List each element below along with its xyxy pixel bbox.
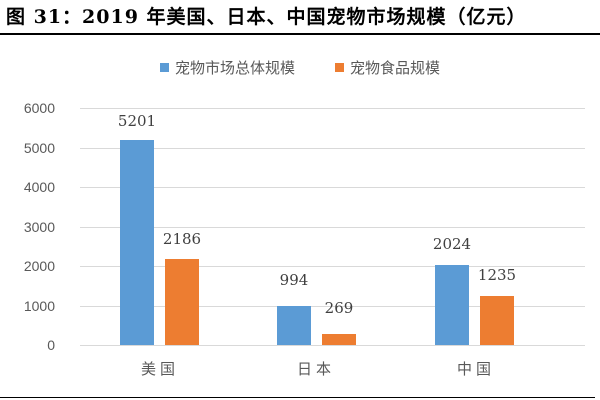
gridline-5000	[80, 147, 585, 149]
gridline-1000	[80, 305, 585, 307]
value-label-cn-food: 1235	[477, 266, 517, 284]
legend-swatch-orange-icon	[335, 63, 344, 72]
legend-label-total: 宠物市场总体规模	[174, 59, 295, 77]
gridline-0	[80, 345, 585, 346]
value-label-us-total: 5201	[117, 112, 157, 130]
value-label-cn-total: 2024	[432, 235, 472, 253]
legend-label-food: 宠物食品规模	[350, 59, 441, 77]
bottom-divider	[0, 397, 595, 398]
value-label-jp-food: 269	[324, 299, 354, 317]
gridline-4000	[80, 187, 585, 188]
bar-jp-total	[277, 306, 311, 345]
bar-us-total	[120, 140, 154, 345]
legend-item-food: 宠物食品规模	[335, 57, 440, 78]
y-tick-1000: 1000	[23, 297, 55, 314]
x-category-jp: 日本	[296, 360, 336, 378]
y-tick-4000: 4000	[23, 179, 55, 195]
y-tick-5000: 5000	[23, 139, 55, 156]
value-label-jp-total: 994	[279, 271, 309, 289]
y-tick-6000: 6000	[23, 100, 55, 116]
chart-legend: 宠物市场总体规模 宠物食品规模	[0, 57, 600, 78]
figure-title: 图 31：2019 年美国、日本、中国宠物市场规模（亿元）	[6, 6, 527, 28]
value-label-us-food: 2186	[162, 230, 202, 248]
legend-swatch-blue-icon	[159, 63, 169, 72]
y-tick-0: 0	[47, 337, 55, 353]
x-category-us: 美国	[140, 360, 180, 378]
bar-jp-food	[322, 334, 356, 345]
gridline-6000	[80, 108, 585, 109]
plot-area: 6000 5000 4000 3000 2000 1000 0 5201 218…	[24, 100, 585, 378]
bar-cn-total	[435, 265, 469, 345]
bar-cn-food	[480, 296, 514, 345]
y-tick-3000: 3000	[23, 218, 55, 235]
y-tick-2000: 2000	[23, 258, 55, 274]
legend-item-total: 宠物市场总体规模	[159, 57, 295, 78]
gridline-3000	[80, 226, 585, 228]
x-category-cn: 中国	[456, 360, 496, 378]
bar-us-food	[165, 259, 199, 345]
title-divider	[0, 33, 600, 35]
gridline-2000	[80, 266, 585, 267]
